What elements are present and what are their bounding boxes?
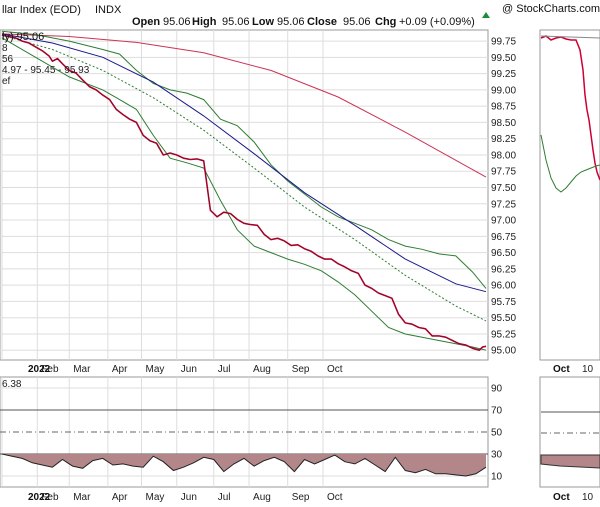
rsi-line [1,453,487,477]
price-panel [0,29,489,361]
price-y-tick-label: 97.75 [491,167,516,178]
price-y-tick-label: 99.25 [491,69,516,80]
price-x-tick-label: May [145,364,164,375]
rsi-x-tick-label: 2022 [28,492,51,503]
price-x-tick-label: Sep [292,364,310,375]
rsi-oversold-fill [2,454,486,476]
price-x-tick-label: Jul [218,364,231,375]
chg-value: +0.09 (+0.09%) [399,16,475,28]
rsi-x-tick-label: Oct [327,492,343,503]
rsi-label: 6.38 [2,379,22,390]
price-y-tick-label: 96.50 [491,248,516,259]
rsi-x-tick-label: Apr [112,492,128,503]
price-outline-line [1,34,487,351]
stockcharts-watermark: @ StockCharts.com [502,3,600,15]
price-y-tick-label: 99.75 [491,37,516,48]
price-y-tick-label: 97.25 [491,199,516,210]
exchange-label: INDX [95,4,122,16]
rsi-x-tick-label: Jul [218,492,231,503]
price-y-tick-label: 98.25 [491,134,516,145]
sma200-line [1,33,487,178]
price-y-tick-label: 96.00 [491,281,516,292]
right-panel: Oct 10 Oct 10 [539,29,600,503]
rsi-x-tick-label: Feb [41,492,59,503]
price-y-tick-label: 97.00 [491,216,516,227]
open-value: 95.06 [163,16,191,28]
legend-ef: ef [2,76,11,87]
price-y-tick-label: 95.25 [491,329,516,340]
price-y-tick-label: 98.00 [491,150,516,161]
rsi-y-tick-label: 90 [491,384,503,395]
price-y-tick-label: 95.75 [491,297,516,308]
rsi-x-tick-label: Jun [181,492,197,503]
right-price-panel [539,29,600,361]
rsi-series-group [1,453,487,477]
right-rsi-panel [539,376,600,488]
rsi-y-tick-label: 70 [491,406,503,417]
right-sma-line [540,35,600,39]
high-label: High [192,16,217,28]
up-arrow-icon [482,12,490,18]
rsi-y-tick-label: 30 [491,450,503,461]
bollinger-lower-line [1,37,487,351]
chg-label: Chg [375,16,396,28]
chart-header: llar Index (EOD) INDX Open 95.06 High 95… [2,3,600,28]
rsi-x-tick-label: Mar [73,492,91,503]
price-x-tick-label: 2022 [28,364,51,375]
legend-bollinger: 4.97 - 95.45 - 95.93 [2,65,90,76]
right-x-tick-oct: Oct [553,364,570,375]
low-label: Low [252,16,274,28]
price-y-tick-label: 95.00 [491,346,516,357]
high-value: 95.06 [222,16,250,28]
rsi-x-tick-label: May [145,492,164,503]
price-y-tick-label: 97.50 [491,183,516,194]
rsi-grid: 90 70 50 30 10 [0,377,503,487]
close-value: 95.06 [343,16,371,28]
bollinger-mid-line [1,34,487,322]
rsi-y-tick-label: 50 [491,428,503,439]
open-label: Open [132,16,160,28]
price-y-tick-label: 98.50 [491,118,516,129]
price-x-tick-label: Jun [181,364,197,375]
legend: ly) 95.06 8 56 4.97 - 95.45 - 95.93 ef [2,31,90,87]
price-series-group [1,30,487,352]
price-x-tick-label: Feb [41,364,59,375]
sma50-line [1,33,487,293]
price-y-tick-label: 99.50 [491,53,516,64]
price-x-tick-label: Aug [253,364,271,375]
price-y-tick-label: 98.75 [491,102,516,113]
price-y-tick-label: 99.00 [491,85,516,96]
rsi-y-tick-label: 10 [491,472,503,483]
price-x-tick-label: Mar [73,364,91,375]
price-x-tick-label: Apr [112,364,128,375]
right-rsi-fill [540,454,600,469]
price-x-tick-label: Oct [327,364,343,375]
title-fragment: llar Index (EOD) [2,4,81,16]
right-bot-x-tick-10: 10 [582,492,594,503]
price-y-axis: 99.75 99.50 99.25 99.00 98.75 98.50 98.25 98.00… [491,37,516,357]
bollinger-upper-line [1,30,487,289]
right-bollinger-line [540,134,600,193]
legend-price: ly) 95.06 [2,31,44,43]
rsi-x-tick-label: Aug [253,492,271,503]
legend-sma50: 8 [2,43,8,54]
low-value: 95.06 [277,16,305,28]
legend-sma200: 56 [2,54,14,65]
right-bot-x-tick-oct: Oct [553,492,570,503]
price-y-tick-label: 95.50 [491,313,516,324]
price-y-tick-label: 96.75 [491,232,516,243]
rsi-x-tick-label: Sep [292,492,310,503]
price-y-tick-label: 96.25 [491,264,516,275]
right-price-line [540,35,600,181]
close-label: Close [307,16,337,28]
right-x-tick-10: 10 [582,364,594,375]
